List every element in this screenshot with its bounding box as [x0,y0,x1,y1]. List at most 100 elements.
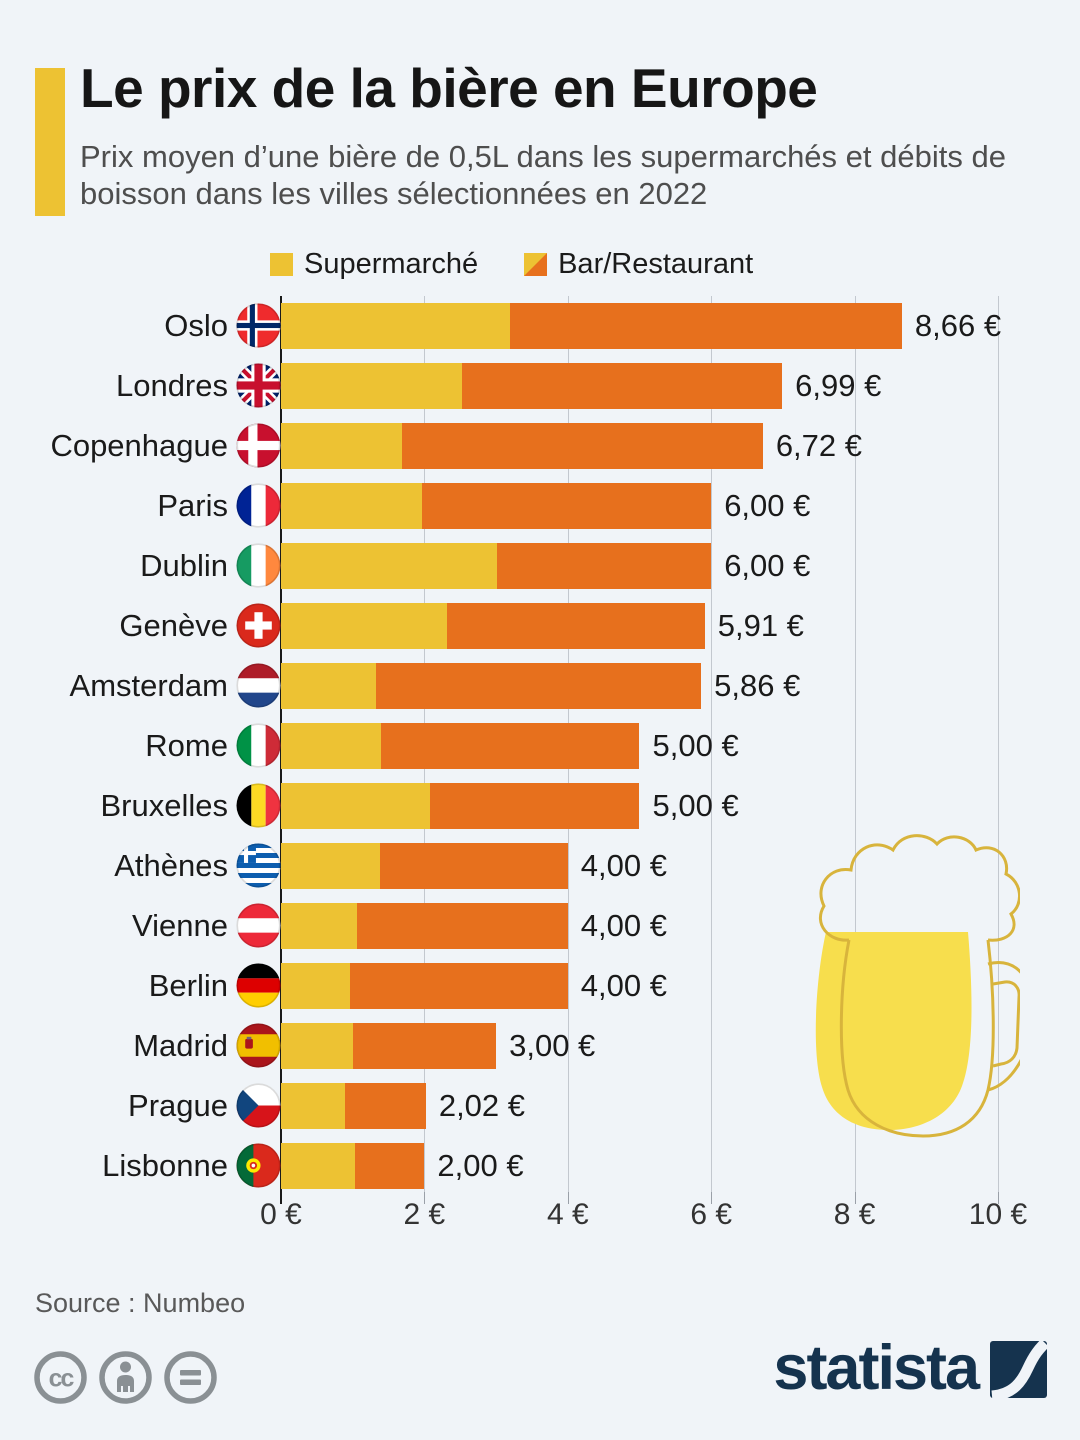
gridline [854,296,856,1192]
chart-row: Madrid 3,00 € [0,1016,1080,1076]
bar-segment-supermarche [281,963,350,1009]
bar-value-label: 6,72 € [775,428,863,463]
row-label-city: Londres [115,368,228,403]
chart-row: Athènes 4,00 € [0,836,1080,896]
chart-row: Rome 5,00 € [0,716,1080,776]
svg-text:cc: cc [49,1365,75,1393]
row-label-city: Berlin [148,968,228,1003]
beer-mug-icon [796,824,1035,1155]
bar-value-label: 6,00 € [724,488,811,523]
flag-france-icon [236,483,281,528]
flag-norway-icon [236,303,281,348]
bar-value-label: 6,99 € [795,368,882,403]
flag-denmark-icon [236,423,281,468]
bar-value-label: 5,00 € [652,788,739,823]
x-axis-tick [567,1192,569,1204]
legend-swatch-supermarche-icon [270,253,293,276]
bar-segment-bar-restaurant [447,603,705,649]
bar-segment-bar-restaurant [352,1023,497,1069]
gridline [711,296,713,1192]
chart-row: Oslo 8,66 € [0,296,1080,356]
row-label-city: Prague [128,1088,228,1123]
row-label-city: Amsterdam [69,668,228,703]
x-axis-label: 2 € [403,1198,446,1231]
chart-legend: Supermarché Bar/Restaurant [270,248,753,281]
bar-segment-supermarche [281,843,380,889]
cc-license-icons: cc [33,1350,218,1405]
flag-italy-icon [236,723,281,768]
bar-segment-supermarche [281,1143,355,1189]
x-axis-label: 0 € [260,1198,302,1231]
bar-segment-bar-restaurant [354,1143,425,1189]
cc-icon: cc [34,1351,87,1404]
chart-row: Genève 5,91 € [0,596,1080,656]
row-label-city: Lisbonne [102,1148,228,1183]
bar-segment-supermarche [281,483,423,529]
bar-segment-supermarche [281,423,403,469]
bar-segment-supermarche [281,783,431,829]
flag-ireland-icon [236,543,281,588]
x-axis-tick [711,1192,713,1204]
statista-logo-mark [990,1340,1047,1398]
x-axis-label: 4 € [546,1198,589,1231]
bar-segment-supermarche [281,663,377,709]
bar-segment-bar-restaurant [496,543,712,589]
row-label-city: Madrid [133,1028,228,1063]
cc-by-person-icon [99,1351,152,1404]
bar-segment-bar-restaurant [509,303,902,349]
bar-segment-supermarche [281,1083,345,1129]
row-label-city: Paris [157,488,228,523]
title-accent-bar [35,68,65,216]
chart-row: Bruxelles 5,00 € [0,776,1080,836]
bar-segment-supermarche [281,543,497,589]
chart-row: Lisbonne 2,00 € [0,1136,1080,1196]
bar-chart: Oslo 8,66 € Londres 6,99 € Copenhague 6,72 € P… [0,296,1080,1256]
bar-value-label: 5,91 € [717,608,804,643]
flag-czech-icon [236,1083,281,1128]
row-label-city: Rome [145,728,228,763]
bar-segment-bar-restaurant [422,483,712,529]
x-axis-label: 6 € [690,1198,733,1231]
bar-value-label: 4,00 € [580,908,667,943]
flag-switzerland-icon [236,603,281,648]
cc-nd-equals-icon [164,1351,217,1404]
flag-portugal-icon [236,1143,281,1188]
bar-segment-bar-restaurant [402,423,763,469]
flag-austria-icon [236,903,281,948]
statista-logo-text: statista [773,1333,980,1403]
chart-row: Vienne 4,00 € [0,896,1080,956]
chart-row: Copenhague 6,72 € [0,416,1080,476]
bar-segment-supermarche [281,303,510,349]
flag-uk-icon [236,363,281,408]
flag-netherlands-icon [236,663,281,708]
row-label-city: Genève [119,608,228,643]
source-note: Source : Numbeo [35,1288,246,1318]
bar-value-label: 6,00 € [724,548,811,583]
row-label-city: Athènes [114,848,228,883]
bar-value-label: 4,00 € [580,848,667,883]
bar-segment-bar-restaurant [379,843,568,889]
legend-label-bar-restaurant: Bar/Restaurant [558,248,754,280]
x-axis-tick [854,1192,856,1204]
chart-row: Prague 2,02 € [0,1076,1080,1136]
flag-germany-icon [236,963,281,1008]
chart-row: Berlin 4,00 € [0,956,1080,1016]
bar-segment-supermarche [281,1023,353,1069]
row-label-city: Dublin [140,548,228,583]
statista-logo: statista [773,1333,1047,1403]
x-axis-tick [998,1192,999,1204]
bar-value-label: 5,86 € [714,668,801,703]
bar-segment-bar-restaurant [376,663,702,709]
row-label-city: Vienne [132,908,228,943]
bar-segment-supermarche [281,723,381,769]
x-axis-label: 8 € [833,1198,876,1231]
bar-value-label: 4,00 € [580,968,667,1003]
bar-segment-supermarche [281,603,448,649]
legend-label-supermarche: Supermarché [304,248,479,280]
bar-segment-bar-restaurant [344,1083,426,1129]
gridline [998,296,999,1192]
legend-swatch-bar-restaurant-icon [524,253,548,276]
x-axis-tick [424,1192,426,1204]
page-title: Le prix de la bière en Europe [80,57,818,119]
